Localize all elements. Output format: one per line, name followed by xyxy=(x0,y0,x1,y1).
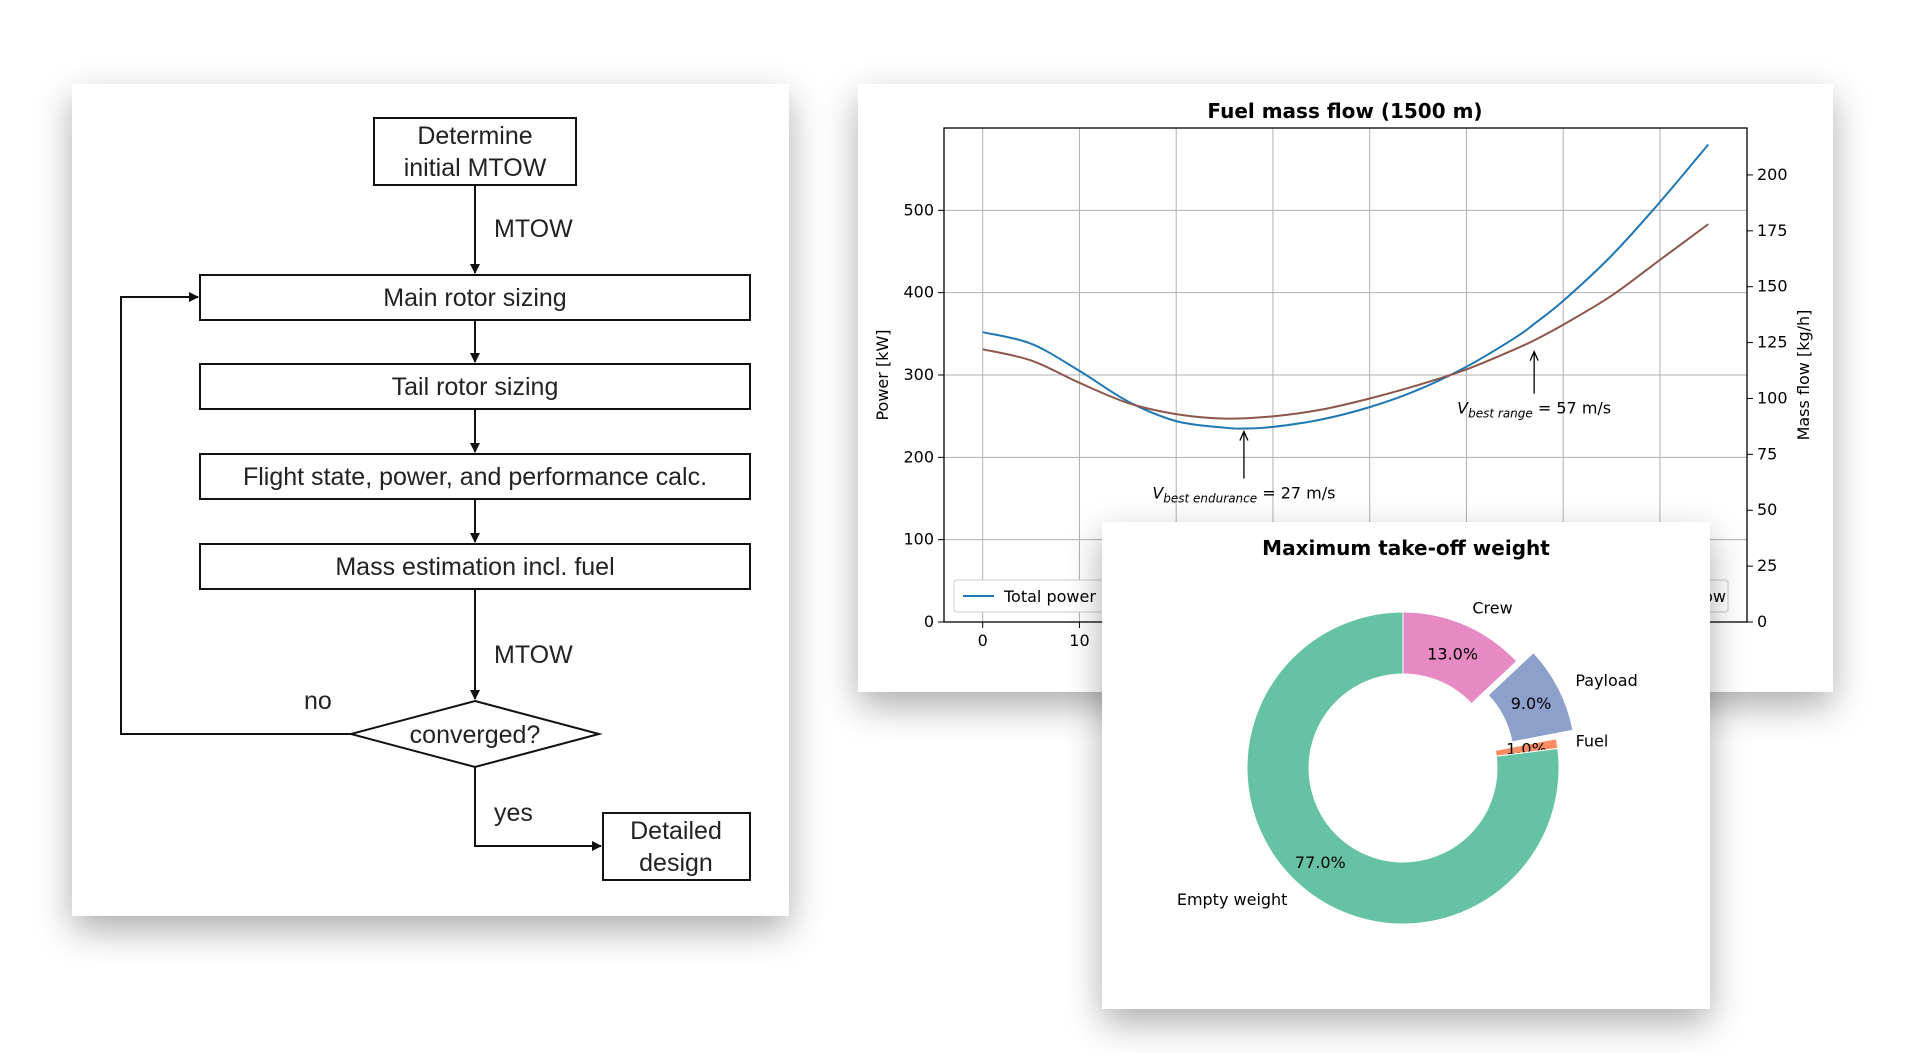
y2-tick-label: 75 xyxy=(1757,444,1777,463)
flowchart-svg: Determine initial MTOW MTOW Main rotor s… xyxy=(120,117,751,881)
decision-label: converged? xyxy=(410,721,541,749)
box-initial-mtow-line1: Determine xyxy=(417,122,532,150)
y2-tick-label: 175 xyxy=(1757,221,1788,240)
y2-tick-label: 125 xyxy=(1757,333,1788,352)
y-tick-label: 0 xyxy=(924,612,934,631)
pie-slice xyxy=(1402,611,1518,705)
y-tick-label: 500 xyxy=(903,200,934,219)
pie-chart-svg: Maximum take-off weight 13.0% Crew 9.0% Pay… xyxy=(1177,536,1638,925)
box-mass-estimation-label: Mass estimation incl. fuel xyxy=(335,553,614,581)
y-tick-label: 100 xyxy=(903,530,934,549)
series-line xyxy=(982,143,1710,430)
box-detailed-line2: design xyxy=(639,849,713,877)
pie-slice-label: Payload xyxy=(1575,671,1637,690)
y-tick-label: 200 xyxy=(903,447,934,466)
series-lines xyxy=(982,143,1710,430)
y-tick-label: 300 xyxy=(903,365,934,384)
pie-slice-label: Crew xyxy=(1472,599,1512,618)
x-tick-label: 10 xyxy=(1069,631,1089,650)
y2-tick-label: 25 xyxy=(1757,556,1777,575)
pie-slice-percent: 9.0% xyxy=(1511,694,1552,713)
annotation-label: Vbest endurance = 27 m/s xyxy=(1152,484,1335,506)
y2-axis-label: Mass flow [kg/h] xyxy=(1794,310,1813,441)
pie-slice xyxy=(1487,652,1574,743)
mtow-pie-panel: Maximum take-off weight 13.0% Crew 9.0% Pay… xyxy=(1102,522,1710,1009)
y2-tick-label: 100 xyxy=(1757,388,1788,407)
annotation-arrowhead xyxy=(1529,350,1539,361)
box-initial-mtow-line2: initial MTOW xyxy=(404,154,547,182)
pie-slice xyxy=(1246,611,1560,925)
box-initial-mtow xyxy=(373,117,577,186)
pie-chart-title: Maximum take-off weight xyxy=(1262,536,1550,560)
box-detailed-design xyxy=(602,812,751,881)
y2-tick-label: 0 xyxy=(1757,612,1767,631)
pie-slice-label: Fuel xyxy=(1576,732,1609,751)
y2-tick-label: 50 xyxy=(1757,500,1777,519)
edge-label-yes: yes xyxy=(494,799,533,827)
series-line xyxy=(982,223,1709,420)
box-tail-rotor-sizing xyxy=(199,363,751,410)
box-detailed-line1: Detailed xyxy=(630,817,722,845)
pie-slice-label: Empty weight xyxy=(1177,890,1288,909)
y-tick-label: 400 xyxy=(903,283,934,302)
edge-label-no: no xyxy=(304,687,332,715)
tick-labels: 0 100 200 300 400 500 0 25 50 75 100 125 150 175 200 0 1… xyxy=(903,165,1787,650)
pie-slice-percent: 77.0% xyxy=(1295,853,1346,872)
arrow-no-loop xyxy=(120,292,351,735)
box-main-rotor-label: Main rotor sizing xyxy=(383,284,566,312)
y2-tick-label: 150 xyxy=(1757,277,1788,296)
box-main-rotor-sizing xyxy=(199,274,751,321)
y-axis-label: Power [kW] xyxy=(873,329,892,420)
edge-label-mtow-top: MTOW xyxy=(494,215,573,243)
y2-tick-label: 200 xyxy=(1757,165,1788,184)
arrow-yes xyxy=(474,767,602,851)
box-flight-state-label: Flight state, power, and performance cal… xyxy=(243,463,707,491)
annotations: Vbest endurance = 27 m/s Vbest range = 57… xyxy=(1152,350,1611,506)
annotation-arrowhead xyxy=(1239,429,1249,441)
box-mass-estimation xyxy=(199,543,751,590)
annotation-label: Vbest range = 57 m/s xyxy=(1457,399,1611,421)
x-tick-label: 0 xyxy=(978,631,988,650)
legend-label-total-power: Total power xyxy=(1003,587,1096,606)
pie-slice-percent: 13.0% xyxy=(1427,644,1478,663)
box-tail-rotor-label: Tail rotor sizing xyxy=(392,373,559,401)
flowchart-panel: Determine initial MTOW MTOW Main rotor s… xyxy=(72,84,789,916)
fuel-chart-title: Fuel mass flow (1500 m) xyxy=(1207,99,1482,123)
edge-label-mtow-bottom: MTOW xyxy=(494,641,573,669)
